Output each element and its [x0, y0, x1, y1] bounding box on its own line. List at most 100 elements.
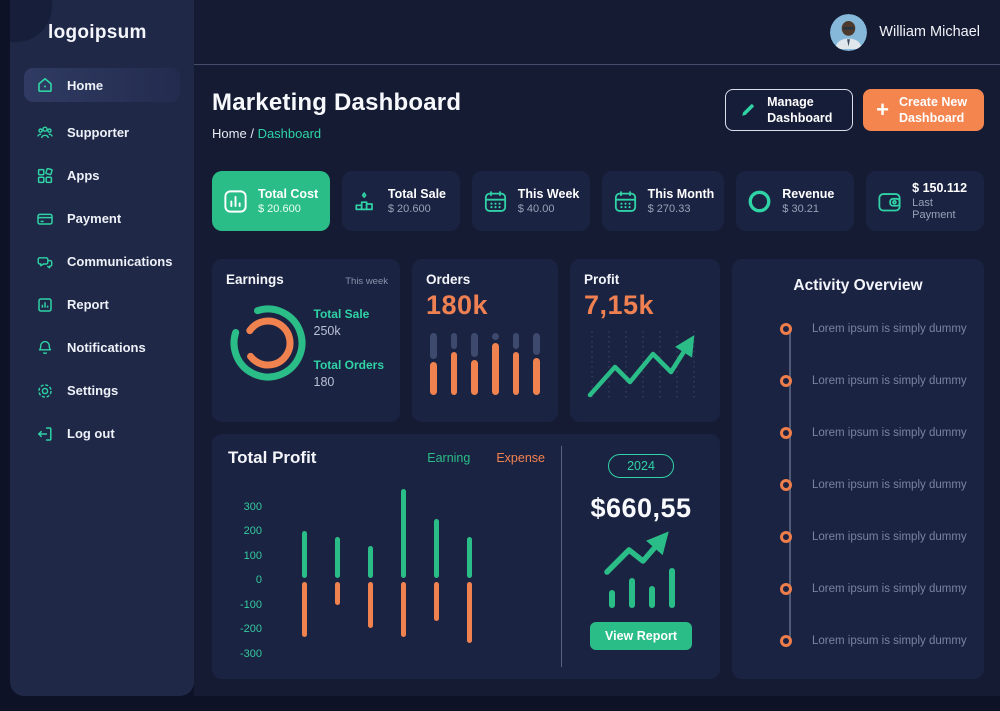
activity-item: Lorem ipsum is simply dummy: [732, 303, 984, 355]
y-axis-tick: -300: [239, 648, 262, 660]
y-axis-tick: -100: [239, 598, 262, 611]
activity-item: Lorem ipsum is simply dummy: [732, 511, 984, 563]
sidebar-item-label: Report: [67, 297, 109, 312]
sidebar-item-communications[interactable]: Communications: [24, 240, 180, 283]
year-amount: $660,55: [590, 493, 692, 523]
activity-item-text: Lorem ipsum is simply dummy: [812, 531, 967, 543]
sidebar-item-label: Log out: [67, 426, 115, 441]
expense-bar: [467, 582, 472, 643]
orders-title: Orders: [426, 272, 471, 287]
activity-item-text: Lorem ipsum is simply dummy: [812, 375, 967, 387]
activity-item: Lorem ipsum is simply dummy: [732, 355, 984, 407]
bar-chart-icon: [222, 188, 249, 215]
payment-icon: [36, 210, 54, 228]
orders-bar: [430, 333, 437, 395]
expense-bar: [302, 582, 307, 637]
stat-card-this-month[interactable]: This Month $ 270.33: [601, 171, 725, 231]
sidebar-item-home[interactable]: Home: [24, 68, 180, 102]
page-title: Marketing Dashboard: [212, 89, 462, 116]
activity-item: Lorem ipsum is simply dummy: [732, 615, 984, 667]
stat-card-this-week[interactable]: This Week $ 40.00: [471, 171, 590, 231]
orders-value: 180k: [426, 290, 489, 320]
expense-bar: [368, 582, 373, 629]
stat-value: $ 20.600: [387, 203, 431, 215]
user-name: William Michael: [879, 24, 980, 40]
legend-earning[interactable]: Earning: [427, 451, 471, 465]
manage-dashboard-button[interactable]: Manage Dashboard: [725, 89, 854, 131]
y-axis-tick: 200: [243, 525, 262, 538]
main-area: William Michael Marketing Dashboard Home…: [194, 0, 1000, 696]
stat-value: $ 20.600: [258, 203, 301, 215]
stat-title: $ 150.112: [912, 181, 968, 195]
sidebar-item-notifications[interactable]: Notifications: [24, 326, 180, 369]
view-report-button[interactable]: View Report: [589, 622, 692, 650]
timeline-dot-icon: [780, 583, 792, 595]
legend-expense[interactable]: Expense: [496, 451, 545, 465]
earning-bar: [434, 518, 439, 579]
sidebar-item-label: Home: [67, 77, 104, 93]
stat-title: Total Cost: [258, 187, 319, 201]
title-block: Marketing Dashboard Home / Dashboard: [212, 89, 461, 141]
timeline-dot-icon: [780, 323, 792, 335]
earning-bar: [335, 537, 340, 579]
y-axis-tick: -200: [239, 623, 262, 636]
stat-value: $ 30.21: [782, 203, 819, 215]
supporter-icon: [36, 124, 54, 142]
sidebar-item-supporter[interactable]: Supporter: [24, 111, 180, 154]
left-column: Earnings This week Total S: [212, 259, 720, 679]
avatar[interactable]: [830, 13, 868, 51]
profit-title: Profit: [584, 272, 620, 287]
stats-row: Total Cost $ 20.600 Total Sale $ 20.600 This…: [212, 171, 985, 231]
sidebar-item-settings[interactable]: Settings: [24, 369, 180, 412]
stat-card--150-112[interactable]: $ 150.112 Last Payment: [866, 171, 985, 231]
apps-icon: [36, 167, 54, 185]
activity-item-text: Lorem ipsum is simply dummy: [812, 323, 967, 335]
activity-title: Activity Overview: [793, 277, 923, 294]
year-selector[interactable]: 2024: [608, 454, 674, 478]
orders-bar: [512, 333, 520, 395]
settings-icon: [36, 382, 54, 400]
profit-value: 7,15k: [584, 290, 655, 320]
stat-card-total-cost[interactable]: Total Cost $ 20.600: [212, 171, 330, 231]
activity-overview-card: Activity Overview Lorem ipsum is simply …: [732, 259, 984, 679]
expense-bar: [401, 582, 406, 637]
create-new-dashboard-button[interactable]: + Create New Dashboard: [863, 89, 984, 131]
sidebar-item-label: Settings: [67, 383, 119, 398]
stat-value: $ 40.00: [517, 203, 555, 215]
report-icon: [36, 296, 54, 314]
earnings-donut-chart: [230, 305, 306, 381]
earnings-period[interactable]: This week: [345, 276, 388, 287]
calendar-icon: [482, 188, 509, 215]
expense-bar: [434, 582, 439, 621]
profit-card: Profit 7,15k: [570, 259, 720, 422]
stat-value: $ 270.33: [647, 203, 691, 215]
sidebar-item-log-out[interactable]: Log out: [24, 412, 180, 455]
orders-bar: [450, 333, 458, 395]
sidebar: logoipsum Home Supporter Apps Payment Commun…: [10, 0, 194, 696]
orders-bar: [492, 333, 499, 395]
app-logo: logoipsum: [48, 22, 147, 43]
sidebar-item-label: Supporter: [67, 125, 130, 140]
sidebar-item-payment[interactable]: Payment: [24, 197, 180, 240]
sidebar-item-apps[interactable]: Apps: [24, 154, 180, 197]
breadcrumb-current: Dashboard: [257, 126, 322, 141]
activity-item-text: Lorem ipsum is simply dummy: [812, 635, 967, 647]
y-axis-tick: 100: [243, 549, 262, 562]
stat-card-total-sale[interactable]: Total Sale $ 20.600: [341, 171, 460, 231]
profit-trend-chart: [587, 331, 695, 399]
y-axis-tick: 300: [243, 500, 262, 513]
sidebar-item-label: Notifications: [67, 340, 146, 355]
logout-icon: [36, 425, 54, 443]
stat-title: Revenue: [782, 187, 835, 201]
notifications-icon: [36, 339, 54, 357]
wallet-icon: [876, 188, 903, 215]
sidebar-item-report[interactable]: Report: [24, 283, 180, 326]
activity-timeline: Lorem ipsum is simply dummy Lorem ipsum i…: [732, 303, 984, 667]
podium-icon: [352, 188, 379, 215]
header-actions: Manage Dashboard + Create New Dashboard: [725, 89, 984, 131]
stat-card-revenue[interactable]: Revenue $ 30.21: [736, 171, 855, 231]
breadcrumb-home[interactable]: Home: [212, 126, 247, 141]
ring-icon: [746, 188, 773, 215]
vertical-divider: [561, 446, 562, 667]
